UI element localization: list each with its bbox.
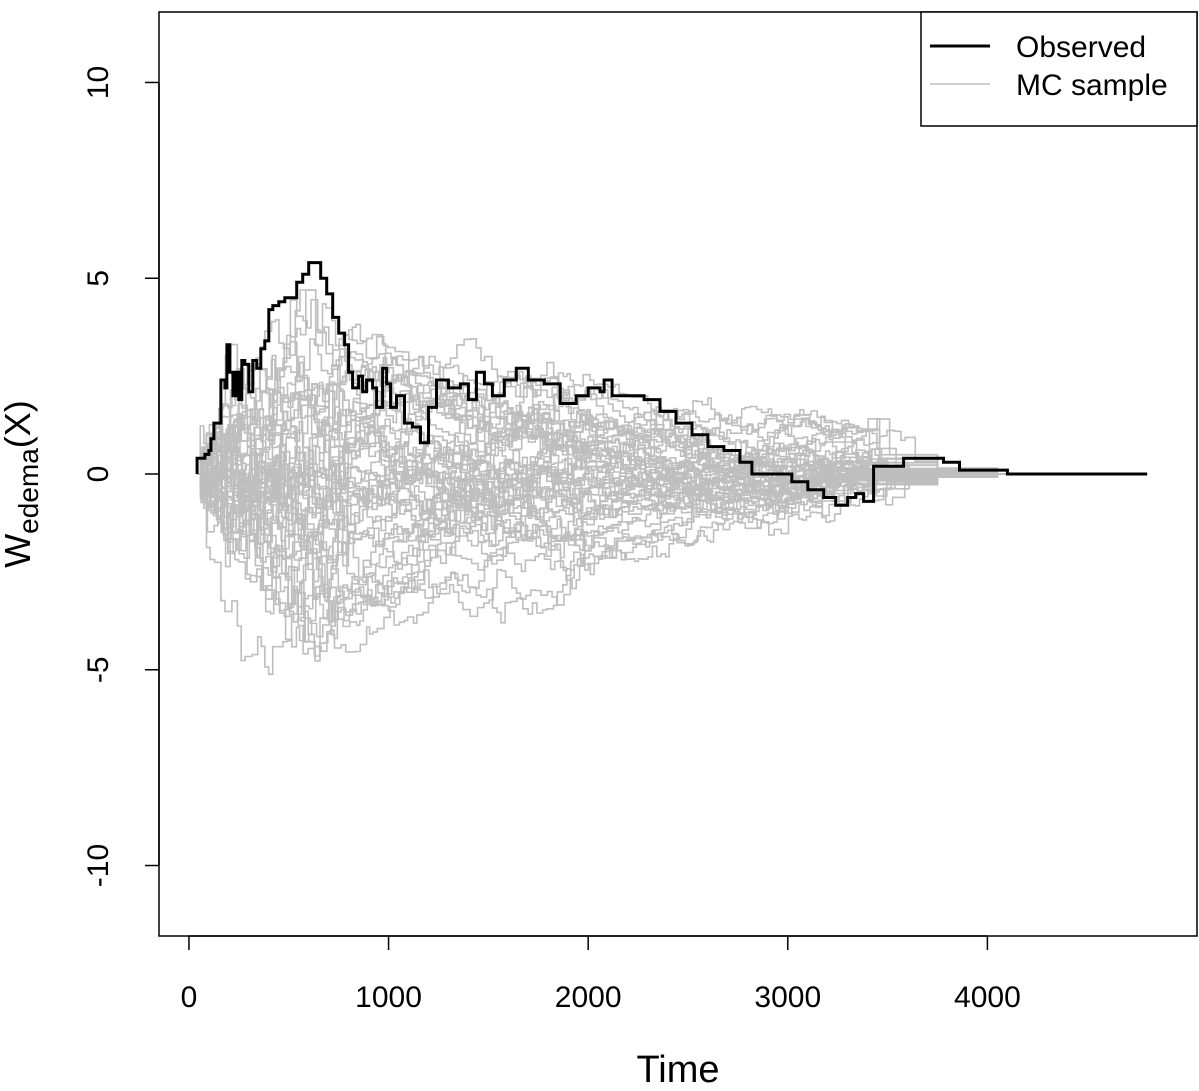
y-axis-label: Wedema(X) [0,400,44,568]
legend-label-observed: Observed [1016,31,1146,64]
mc-sample-line [197,418,1148,626]
mc-sample-line [197,473,1148,648]
mc-sample-line [197,392,1148,523]
x-tick-label: 3000 [754,981,821,1014]
y-axis-label-subscript: edema [13,448,44,534]
observed-line-group [195,261,1148,507]
y-tick-label: 5 [82,270,115,287]
mc-sample-line [197,432,1148,557]
y-tick-label: -10 [82,844,115,887]
mc-sample-lines [197,289,1148,676]
observed-line [195,261,1148,507]
mc-sample-line [197,470,1148,662]
x-tick-label: 4000 [954,981,1021,1014]
mc-sample-line [197,355,1148,498]
mc-sample-line [197,338,1148,518]
x-axis: 0 1000 2000 3000 4000 [181,935,1021,1014]
y-tick-label: 0 [82,466,115,483]
y-tick-label: 10 [82,66,115,99]
y-tick-label: -5 [82,656,115,683]
x-tick-label: 1000 [355,981,422,1014]
legend: Observed MC sample [920,11,1198,127]
x-axis-label: Time [636,1049,719,1091]
y-axis: -10 -5 0 5 10 [82,66,160,887]
legend-box [920,11,1198,127]
legend-label-mc-sample: MC sample [1016,69,1168,102]
x-tick-label: 0 [181,981,198,1014]
x-tick-label: 2000 [555,981,622,1014]
y-axis-label-tail: (X) [0,400,38,448]
y-axis-label-base: W [0,534,38,568]
